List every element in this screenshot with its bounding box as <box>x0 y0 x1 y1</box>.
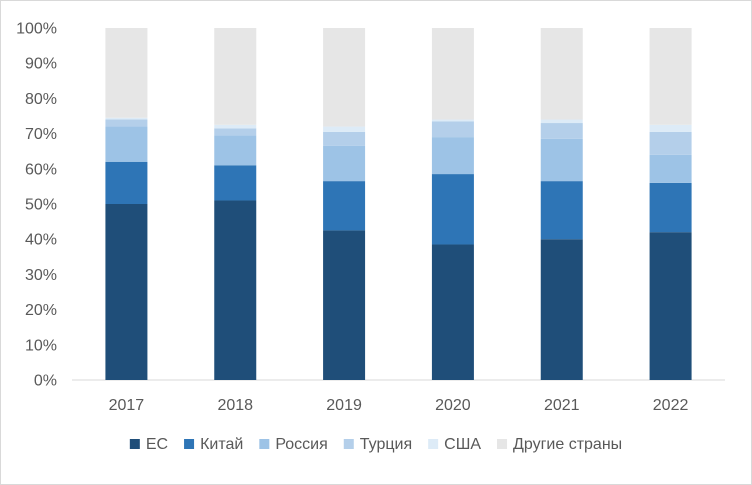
bars <box>105 28 692 380</box>
legend-swatch-4 <box>428 439 439 449</box>
x-tick-label-2022: 2022 <box>653 397 689 414</box>
bar-2019-series-2 <box>323 145 366 182</box>
bar-2021-series-3 <box>540 123 583 139</box>
y-tick-label-6: 60% <box>25 161 57 178</box>
bar-2022-series-0 <box>649 232 692 380</box>
bar-2020-series-5 <box>431 28 474 120</box>
bar-2020-series-4 <box>431 119 474 122</box>
y-tick-label-0: 0% <box>34 373 57 390</box>
legend-swatch-1 <box>184 439 195 449</box>
y-tick-label-2: 20% <box>25 302 57 319</box>
legend-label-4: США <box>444 436 481 453</box>
bar-2017-series-3 <box>105 119 148 127</box>
bar-2021-series-1 <box>540 181 583 240</box>
bar-2018-series-2 <box>214 135 257 166</box>
bar-2017-series-4 <box>105 117 148 120</box>
x-tick-label-2021: 2021 <box>544 397 580 414</box>
bar-2020-series-2 <box>431 137 474 175</box>
legend-swatch-2 <box>259 439 270 449</box>
y-tick-label-3: 30% <box>25 267 57 284</box>
x-tick-label-2018: 2018 <box>217 397 253 414</box>
bar-2019-series-0 <box>323 230 366 380</box>
legend-swatch-0 <box>129 439 140 449</box>
bar-2018-series-3 <box>214 128 257 136</box>
legend-label-5: Другие страны <box>513 436 622 453</box>
bar-2022-series-3 <box>649 131 692 155</box>
bar-2017-series-2 <box>105 126 148 162</box>
bar-2019-series-5 <box>323 28 366 127</box>
bar-2021-series-5 <box>540 28 583 120</box>
bar-2022-series-2 <box>649 154 692 183</box>
y-tick-label-5: 50% <box>25 197 57 214</box>
bar-2021-series-2 <box>540 138 583 182</box>
legend-label-1: Китай <box>200 436 243 453</box>
bar-2020-series-0 <box>431 244 474 380</box>
y-tick-label-9: 90% <box>25 56 57 73</box>
legend-label-2: Россия <box>275 436 327 453</box>
x-tick-label-2017: 2017 <box>109 397 145 414</box>
legend-label-3: Турция <box>360 436 412 453</box>
y-tick-label-7: 70% <box>25 126 57 143</box>
y-axis: 0% 10% 20% 30% 40% 50% 60% 70% 80% 90% 100% <box>16 21 57 390</box>
y-tick-label-8: 80% <box>25 91 57 108</box>
bar-2020-series-3 <box>431 121 474 138</box>
bar-2017-series-1 <box>105 161 148 204</box>
bar-2018-series-5 <box>214 28 257 125</box>
x-tick-label-2020: 2020 <box>435 397 471 414</box>
y-tick-label-1: 10% <box>25 337 57 354</box>
bar-2022-series-5 <box>649 28 692 125</box>
legend: ЕС Китай Россия Турция США Другие страны <box>129 436 622 453</box>
bar-2018-series-0 <box>214 200 257 380</box>
bar-2019-series-1 <box>323 181 366 231</box>
legend-swatch-3 <box>343 439 354 449</box>
x-tick-label-2019: 2019 <box>326 397 362 414</box>
bar-2021-series-0 <box>540 239 583 380</box>
bar-2022-series-4 <box>649 124 692 132</box>
x-axis-labels: 2017 2018 2019 2020 2021 2022 <box>109 397 689 414</box>
bar-2018-series-1 <box>214 165 257 201</box>
bar-2020-series-1 <box>431 174 474 245</box>
bar-2019-series-3 <box>323 131 366 146</box>
bar-2017-series-5 <box>105 28 148 118</box>
bar-2021-series-4 <box>540 119 583 124</box>
legend-swatch-5 <box>497 439 508 449</box>
y-tick-label-10: 100% <box>16 21 57 38</box>
bar-2017-series-0 <box>105 204 148 380</box>
bar-2022-series-1 <box>649 182 692 233</box>
y-tick-label-4: 40% <box>25 232 57 249</box>
legend-label-0: ЕС <box>146 436 168 453</box>
bar-2018-series-4 <box>214 124 257 129</box>
bar-2019-series-4 <box>323 126 366 132</box>
